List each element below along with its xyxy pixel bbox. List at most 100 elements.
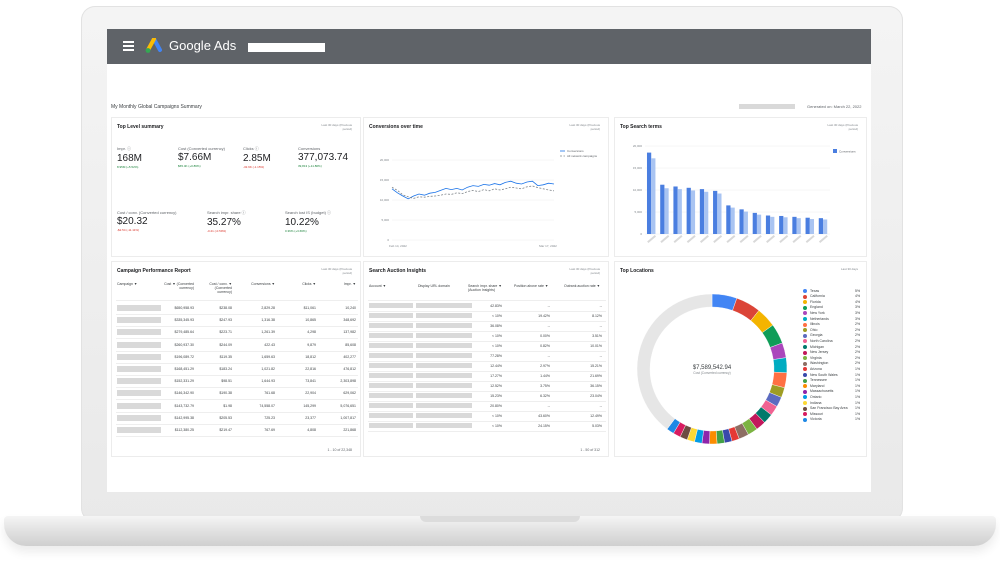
legend-location-name[interactable]: Virginia <box>810 355 822 360</box>
redacted-domain[interactable] <box>416 303 472 308</box>
redacted-campaign-name[interactable] <box>117 305 161 311</box>
redacted-account-name[interactable] <box>369 413 413 418</box>
redacted-campaign-name[interactable] <box>117 378 161 385</box>
bar[interactable] <box>805 217 810 234</box>
legend-location-name[interactable]: England <box>810 305 823 310</box>
redacted-campaign-name[interactable] <box>117 353 161 360</box>
bar[interactable] <box>743 211 748 234</box>
donut-slice[interactable] <box>709 430 718 445</box>
legend-location-name[interactable]: Victoria <box>810 417 822 422</box>
redacted-domain[interactable] <box>416 413 472 418</box>
legend-location-name[interactable]: San Francisco Bay Area <box>810 406 848 411</box>
redacted-domain[interactable] <box>416 403 472 408</box>
bar[interactable] <box>660 184 665 234</box>
redacted-account-name[interactable] <box>369 403 413 408</box>
bar[interactable] <box>664 188 669 234</box>
redacted-campaign-name[interactable] <box>117 366 161 372</box>
legend-location-name[interactable]: Indiana <box>810 400 822 405</box>
column-header[interactable]: Account ▼ <box>369 284 387 288</box>
redacted-domain[interactable] <box>416 343 472 348</box>
redacted-account-name[interactable] <box>369 343 413 348</box>
bar[interactable] <box>726 205 731 234</box>
column-header[interactable]: Clicks ▼ <box>302 282 316 286</box>
bar[interactable] <box>739 209 744 234</box>
legend-location-name[interactable]: Georgia <box>810 333 823 338</box>
legend-location-name[interactable]: New South Wales <box>810 372 838 377</box>
bar[interactable] <box>779 215 784 234</box>
redacted-campaign-name[interactable] <box>117 414 161 421</box>
series-line[interactable] <box>391 185 555 199</box>
series-line[interactable] <box>391 180 555 200</box>
donut-slice[interactable] <box>636 293 713 430</box>
bar[interactable] <box>673 186 678 234</box>
redacted-account-name[interactable] <box>369 363 413 368</box>
bar[interactable] <box>690 190 696 234</box>
column-header[interactable]: Cost ▼ (Converted currency) <box>164 282 194 290</box>
redacted-account-name[interactable] <box>369 333 413 338</box>
bar[interactable] <box>822 219 828 234</box>
bar[interactable] <box>818 218 823 234</box>
redacted-campaign-name[interactable] <box>117 329 161 336</box>
bar[interactable] <box>770 216 775 234</box>
redacted-domain[interactable] <box>416 423 472 428</box>
redacted-domain[interactable] <box>416 393 472 398</box>
redacted-campaign-name[interactable] <box>117 317 161 324</box>
legend-location-name[interactable]: Florida <box>810 299 821 304</box>
column-header[interactable]: Outrank auction rate ▼ <box>564 284 601 288</box>
legend-location-name[interactable]: Washington <box>810 361 829 366</box>
bar[interactable] <box>677 189 682 234</box>
bar[interactable] <box>704 191 709 234</box>
legend-location-name[interactable]: Missouri <box>810 411 824 416</box>
top-search-bar-chart[interactable]: 20,000 15,000 10,000 5,000 0 Conversions <box>615 118 868 258</box>
redacted-domain[interactable] <box>416 313 472 318</box>
column-header[interactable]: Display URL domain <box>418 284 450 288</box>
redacted-account-name[interactable] <box>369 383 413 388</box>
redacted-campaign-name[interactable] <box>117 402 161 409</box>
redacted-account-name[interactable] <box>369 323 413 328</box>
bar[interactable] <box>783 217 788 234</box>
table-pager[interactable]: 1 - 50 of 312 <box>580 448 600 452</box>
bar[interactable] <box>752 212 757 234</box>
legend-location-name[interactable]: New York <box>810 310 825 315</box>
bar[interactable] <box>792 216 797 234</box>
bar[interactable] <box>651 158 656 234</box>
redacted-domain[interactable] <box>416 323 472 328</box>
legend-location-name[interactable]: Maryland <box>810 383 825 388</box>
column-header[interactable]: Position above rate ▼ <box>514 284 549 288</box>
redacted-domain[interactable] <box>416 363 472 368</box>
donut-slice[interactable] <box>773 357 788 374</box>
legend-location-name[interactable]: North Carolina <box>810 338 833 343</box>
column-header[interactable]: Conversions ▼ <box>251 282 275 286</box>
hamburger-menu-icon[interactable] <box>123 41 134 51</box>
bar[interactable] <box>756 214 762 234</box>
bar[interactable] <box>713 190 718 234</box>
redacted-domain[interactable] <box>416 353 472 358</box>
redacted-domain[interactable] <box>416 373 472 378</box>
column-header[interactable]: Cost / conv. ▼ (Converted currency) <box>209 282 232 294</box>
legend-location-name[interactable]: Michigan <box>810 344 825 349</box>
column-header[interactable]: Campaign ▼ <box>117 282 138 286</box>
bar[interactable] <box>646 152 652 234</box>
legend-location-name[interactable]: Massachusetts <box>810 389 834 394</box>
column-header[interactable]: Search impr. share ▼ (Auction Insights) <box>468 284 502 292</box>
redacted-account-name[interactable] <box>369 423 413 428</box>
redacted-account-name[interactable] <box>369 313 413 318</box>
account-name-redacted[interactable] <box>248 43 325 52</box>
column-header[interactable]: Impr. ▼ <box>343 282 356 286</box>
bar[interactable] <box>809 219 815 234</box>
legend-location-name[interactable]: Tennessee <box>810 378 827 383</box>
legend-location-name[interactable]: Texas <box>810 288 820 293</box>
redacted-domain[interactable] <box>416 333 472 338</box>
bar[interactable] <box>796 218 801 234</box>
legend-location-name[interactable]: Netherlands <box>810 316 829 321</box>
legend-location-name[interactable]: Ontario <box>810 394 822 399</box>
redacted-domain[interactable] <box>416 383 472 388</box>
redacted-campaign-name[interactable] <box>117 341 161 348</box>
legend-location-name[interactable]: Arizona <box>810 366 822 371</box>
table-pager[interactable]: 1 - 10 of 22,348 <box>327 448 352 452</box>
bar[interactable] <box>699 189 705 234</box>
bar[interactable] <box>717 193 722 234</box>
legend-location-name[interactable]: New Jersey <box>810 350 829 355</box>
